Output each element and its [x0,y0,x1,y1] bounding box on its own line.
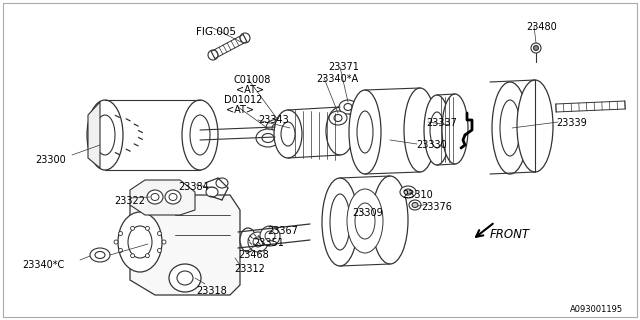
Ellipse shape [534,45,538,51]
Ellipse shape [344,103,352,110]
Ellipse shape [326,107,354,155]
Ellipse shape [206,187,218,197]
Text: 23343: 23343 [258,115,289,125]
Ellipse shape [162,240,166,244]
Ellipse shape [424,95,450,165]
Ellipse shape [442,94,468,164]
Ellipse shape [145,254,149,258]
Ellipse shape [500,100,520,156]
Ellipse shape [145,226,149,230]
Text: 23339: 23339 [556,118,587,128]
Text: 23322: 23322 [114,196,145,206]
Ellipse shape [147,190,163,204]
Text: 23300: 23300 [35,155,66,165]
Ellipse shape [253,237,263,247]
Ellipse shape [95,252,105,259]
Ellipse shape [430,112,444,148]
Ellipse shape [190,115,210,155]
Ellipse shape [412,203,418,207]
Ellipse shape [330,194,350,250]
Text: 23351: 23351 [253,238,284,248]
Text: 23312: 23312 [234,264,265,274]
Text: 23480: 23480 [526,22,557,32]
Ellipse shape [404,88,436,172]
Text: FIG.005: FIG.005 [196,27,236,37]
Ellipse shape [531,43,541,53]
Ellipse shape [157,248,161,252]
Ellipse shape [131,226,134,230]
Text: <AT>: <AT> [226,105,254,115]
Ellipse shape [260,226,280,246]
Text: 23376: 23376 [421,202,452,212]
Text: A093001195: A093001195 [570,305,623,314]
Text: 23468: 23468 [238,250,269,260]
Ellipse shape [118,212,162,272]
Text: C01008: C01008 [234,75,271,85]
Ellipse shape [404,189,412,195]
Ellipse shape [357,111,373,153]
Text: D01012: D01012 [224,95,262,105]
Ellipse shape [240,228,256,252]
Ellipse shape [118,248,123,252]
Ellipse shape [182,100,218,170]
Ellipse shape [256,129,280,147]
Ellipse shape [281,122,295,146]
Ellipse shape [114,240,118,244]
Text: <AT>: <AT> [236,85,264,95]
Ellipse shape [400,186,416,198]
Ellipse shape [349,90,381,174]
Ellipse shape [409,200,421,210]
Ellipse shape [517,80,553,172]
Text: 23309: 23309 [352,208,383,218]
Ellipse shape [118,232,123,236]
Ellipse shape [177,271,193,285]
Polygon shape [130,195,240,295]
Ellipse shape [87,100,123,170]
Ellipse shape [95,115,115,155]
Ellipse shape [372,176,408,264]
Text: 23310: 23310 [402,190,433,200]
Text: 23367: 23367 [267,226,298,236]
Ellipse shape [334,115,342,122]
Ellipse shape [165,190,181,204]
Ellipse shape [339,100,357,114]
Ellipse shape [90,248,110,262]
Ellipse shape [322,178,358,266]
Ellipse shape [248,232,268,252]
Text: FRONT: FRONT [490,228,530,241]
Ellipse shape [157,232,161,236]
Text: 23330: 23330 [416,140,447,150]
Ellipse shape [347,189,383,253]
Ellipse shape [265,231,275,241]
Ellipse shape [272,124,284,132]
Ellipse shape [151,194,159,201]
Ellipse shape [266,119,290,137]
Ellipse shape [274,110,302,158]
Text: 23384: 23384 [178,182,209,192]
Text: 23371: 23371 [328,62,359,72]
Ellipse shape [169,194,177,201]
Ellipse shape [131,254,134,258]
Ellipse shape [128,226,152,258]
Ellipse shape [240,33,250,43]
Text: 23337: 23337 [426,118,457,128]
Ellipse shape [492,82,528,174]
Ellipse shape [355,203,375,239]
Ellipse shape [216,178,228,188]
Text: 23340*A: 23340*A [316,74,358,84]
Ellipse shape [169,264,201,292]
Polygon shape [130,180,195,215]
Ellipse shape [262,133,274,142]
Text: 23340*C: 23340*C [22,260,64,270]
Polygon shape [88,102,100,168]
Ellipse shape [208,50,218,60]
Ellipse shape [329,111,347,125]
Text: 23318: 23318 [196,286,227,296]
